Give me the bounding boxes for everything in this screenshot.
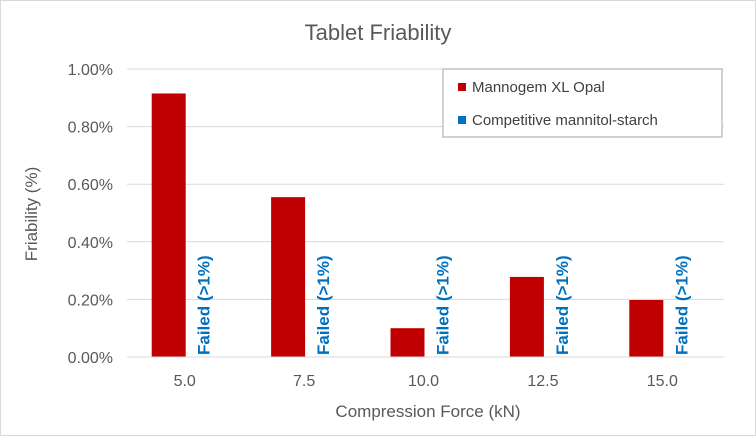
y-tick-label: 0.60%	[68, 177, 113, 194]
y-axis-ticks: 0.00% 0.20% 0.40% 0.60% 0.80% 1.00%	[68, 62, 113, 367]
failed-label: Failed (>1%)	[314, 255, 333, 355]
chart-title: Tablet Friability	[305, 20, 452, 45]
x-tick-label: 15.0	[647, 373, 678, 390]
bar-mannogem	[151, 93, 186, 357]
failed-label: Failed (>1%)	[672, 255, 691, 355]
x-tick-label: 12.5	[527, 373, 558, 390]
legend-swatch-competitive	[458, 116, 466, 124]
y-tick-label: 1.00%	[68, 62, 113, 79]
y-axis-title: Friability (%)	[22, 167, 41, 261]
bar-mannogem	[629, 299, 664, 357]
bar-mannogem	[509, 276, 544, 357]
x-tick-label: 10.0	[408, 373, 439, 390]
x-axis-ticks: 5.0 7.5 10.0 12.5 15.0	[174, 373, 678, 390]
y-tick-label: 0.20%	[68, 292, 113, 309]
legend-label-competitive: Competitive mannitol-starch	[472, 112, 658, 129]
failed-annotations: Failed (>1%) Failed (>1%) Failed (>1%) Fail…	[195, 255, 692, 355]
y-tick-label: 0.80%	[68, 120, 113, 137]
x-tick-label: 7.5	[293, 373, 315, 390]
bar-mannogem	[271, 197, 306, 357]
legend-swatch-mannogem	[458, 83, 466, 91]
failed-label: Failed (>1%)	[195, 255, 214, 355]
bar-mannogem	[390, 328, 425, 357]
legend: Mannogem XL Opal Competitive mannitol-st…	[442, 68, 723, 138]
legend-box	[442, 68, 723, 138]
x-axis-title: Compression Force (kN)	[335, 402, 520, 421]
bars	[151, 93, 664, 357]
y-tick-label: 0.40%	[68, 235, 113, 252]
failed-label: Failed (>1%)	[553, 255, 572, 355]
failed-label: Failed (>1%)	[434, 255, 453, 355]
y-tick-label: 0.00%	[68, 350, 113, 367]
legend-label-mannogem: Mannogem XL Opal	[472, 79, 605, 96]
x-tick-label: 5.0	[174, 373, 196, 390]
